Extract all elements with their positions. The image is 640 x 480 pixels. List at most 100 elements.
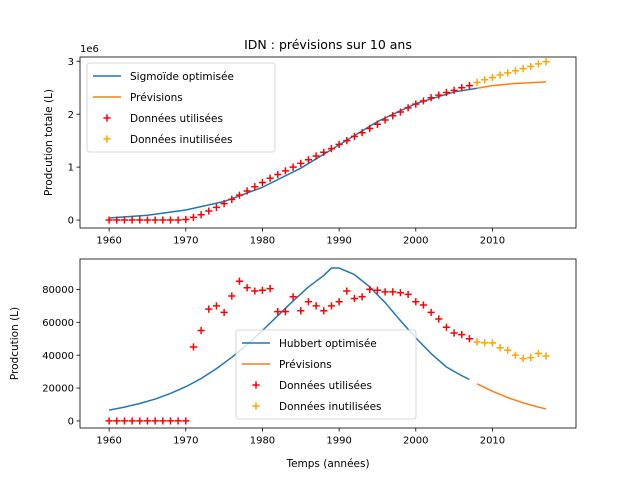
legend-handle-marker	[103, 135, 111, 143]
data-point	[243, 284, 251, 292]
data-point	[120, 417, 129, 425]
data-point	[327, 302, 336, 310]
data-point	[442, 323, 451, 331]
x-tick-label: 1980	[250, 436, 275, 447]
legend-label: Données utilisées	[130, 113, 223, 125]
data-point	[465, 81, 474, 90]
y-tick-label: 80000	[42, 285, 74, 296]
data-point	[473, 78, 481, 87]
data-point	[327, 144, 336, 153]
data-point	[404, 104, 412, 112]
data-point	[389, 112, 397, 120]
series-donn-es-inutilis-es-markers	[473, 58, 550, 87]
legend-frame	[235, 329, 417, 420]
data-point	[266, 174, 274, 182]
data-point	[511, 67, 520, 75]
y-axis: 0 1 2 3	[68, 57, 80, 227]
data-point	[197, 211, 205, 219]
y-tick-label: 1	[68, 163, 74, 174]
data-point	[304, 156, 313, 164]
data-point	[143, 417, 152, 425]
data-point	[151, 216, 159, 224]
series-pr-visions-line	[476, 81, 547, 89]
data-point	[534, 349, 543, 358]
series-pr-visions-line	[476, 383, 547, 410]
legend-label: Données inutilisées	[279, 401, 382, 413]
legend: Sigmoïde optimisée Prévisions Données util…	[86, 62, 276, 153]
data-point	[182, 417, 190, 425]
legend-label: Données utilisées	[279, 380, 372, 392]
data-point	[136, 417, 144, 425]
data-point	[136, 216, 144, 224]
data-point	[358, 129, 366, 137]
data-point	[258, 178, 267, 187]
data-point	[373, 120, 382, 128]
data-point	[481, 339, 489, 347]
x-tick-label: 1980	[250, 236, 275, 247]
data-point	[504, 346, 512, 354]
data-point	[458, 84, 466, 92]
series-sigmo-de-optimis-e-line	[109, 87, 478, 219]
data-point	[335, 140, 343, 148]
x-axis: 1960 1970 1980 1990 2000 2010	[96, 428, 505, 447]
y-tick-label: 60000	[42, 318, 74, 329]
x-tick-label: 1990	[326, 236, 351, 247]
chart-title: IDN : prévisions sur 10 ans	[244, 37, 412, 52]
data-point	[289, 293, 297, 301]
data-point	[166, 216, 175, 224]
legend: Hubbert optimisée Prévisions Données utili…	[235, 329, 417, 420]
data-point	[320, 307, 328, 315]
data-point	[465, 335, 474, 343]
data-point	[220, 308, 228, 317]
data-point	[281, 308, 290, 316]
x-tick-label: 1990	[326, 436, 351, 447]
data-point	[174, 216, 182, 224]
data-point	[274, 170, 282, 179]
data-point	[519, 65, 527, 73]
data-point	[542, 58, 550, 66]
axes-frame	[79, 258, 577, 429]
data-point	[350, 294, 359, 303]
data-point	[205, 207, 213, 215]
data-point	[366, 285, 374, 294]
data-point	[113, 417, 121, 425]
x-tick-label: 1970	[173, 236, 198, 247]
x-tick-label: 2010	[480, 236, 505, 247]
data-point	[419, 301, 428, 309]
data-point	[228, 195, 236, 204]
data-point	[412, 100, 420, 108]
data-point	[281, 167, 290, 175]
data-point	[373, 286, 382, 294]
legend-handle-marker	[252, 381, 260, 389]
data-point	[381, 288, 389, 296]
x-tick-label: 2000	[403, 236, 428, 247]
data-point	[458, 331, 466, 339]
data-point	[159, 216, 167, 224]
data-point	[335, 298, 343, 306]
axes-frame	[79, 56, 577, 229]
data-point	[197, 326, 205, 335]
data-point	[527, 354, 535, 362]
data-point	[289, 163, 297, 171]
legend-frame	[86, 62, 276, 153]
data-point	[450, 86, 458, 94]
data-point	[427, 94, 435, 102]
data-point	[396, 289, 405, 297]
data-point	[427, 308, 435, 317]
data-point	[105, 216, 113, 224]
data-point	[473, 338, 481, 346]
data-point	[128, 417, 136, 425]
data-point	[182, 215, 190, 224]
y-tick-label: 20000	[42, 384, 74, 395]
data-point	[205, 305, 213, 313]
data-point	[274, 308, 282, 316]
data-point	[235, 277, 244, 285]
legend-label: Données inutilisées	[130, 134, 233, 146]
data-point	[488, 339, 497, 347]
data-point	[435, 91, 443, 99]
data-point	[488, 74, 497, 82]
data-point	[504, 69, 512, 77]
data-point	[258, 286, 267, 294]
data-point	[389, 288, 397, 296]
